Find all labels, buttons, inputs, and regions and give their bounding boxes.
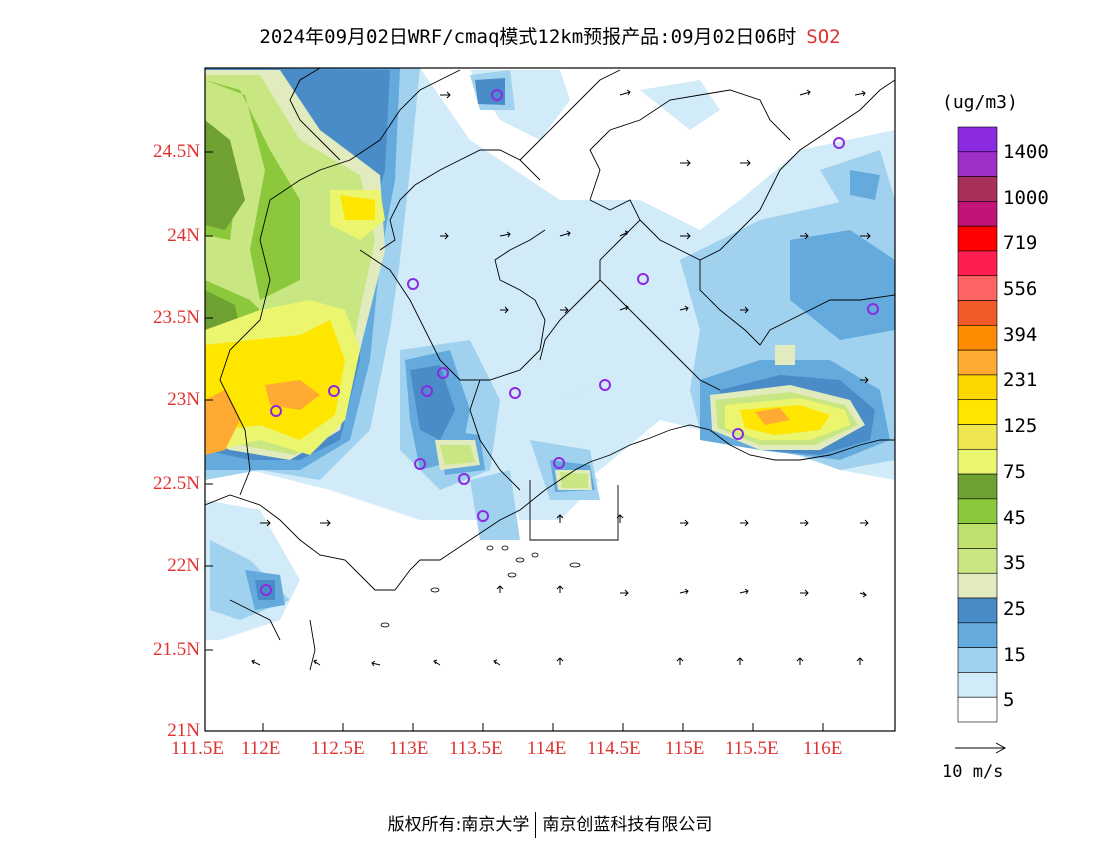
lat-label: 22N bbox=[167, 555, 200, 576]
colorbar-swatch bbox=[957, 572, 998, 599]
colorbar-swatch bbox=[957, 201, 998, 227]
boundary-lines bbox=[205, 68, 895, 671]
lat-label: 24.5N bbox=[153, 141, 200, 162]
colorbar-swatch bbox=[957, 597, 998, 624]
lon-label: 112E bbox=[241, 738, 281, 759]
lon-label: 112.5E bbox=[311, 738, 365, 759]
colorbar-label: 5 bbox=[1003, 689, 1015, 711]
lat-label: 23.5N bbox=[153, 307, 200, 328]
lon-label: 114E bbox=[527, 738, 567, 759]
colorbar-swatch bbox=[957, 448, 998, 475]
colorbar-label: 125 bbox=[1003, 415, 1038, 437]
lat-label: 23N bbox=[167, 389, 200, 410]
colorbar-label: 719 bbox=[1003, 232, 1038, 254]
vector-legend-label: 10 m/s bbox=[942, 762, 1004, 782]
colorbar-swatch bbox=[957, 325, 998, 351]
lat-label: 24N bbox=[167, 225, 200, 246]
colorbar-label: 1000 bbox=[1003, 187, 1049, 209]
lat-label: 22.5N bbox=[153, 473, 200, 494]
colorbar-swatch bbox=[957, 424, 998, 450]
lat-label: 21N bbox=[167, 720, 200, 741]
colorbar-label: 231 bbox=[1003, 369, 1038, 391]
coastal-islands bbox=[380, 545, 581, 628]
colorbar-label: 1400 bbox=[1003, 141, 1049, 163]
colorbar-swatch bbox=[957, 225, 998, 252]
title-text: 2024年09月02日WRF/cmaq模式12km预报产品:09月02日06时 bbox=[259, 26, 797, 48]
lon-label: 113E bbox=[389, 738, 429, 759]
copyright-right: 南京创蓝科技有限公司 bbox=[542, 815, 713, 835]
colorbar-swatch bbox=[957, 176, 998, 202]
colorbar-swatch bbox=[957, 126, 998, 153]
colorbar-swatch bbox=[957, 548, 998, 574]
colorbar-label: 35 bbox=[1003, 552, 1026, 574]
colorbar-swatch bbox=[957, 622, 998, 648]
lon-label: 113.5E bbox=[449, 738, 503, 759]
colorbar-unit: (ug/m3) bbox=[942, 92, 1018, 113]
station-markers bbox=[260, 89, 879, 596]
vector-legend-arrow bbox=[955, 742, 1007, 754]
copyright-footer: 版权所有:南京大学 南京创蓝科技有限公司 bbox=[0, 810, 1100, 838]
colorbar-label: 45 bbox=[1003, 507, 1026, 529]
colorbar-swatch bbox=[957, 151, 998, 177]
colorbar-swatch bbox=[957, 300, 998, 326]
colorbar-swatch bbox=[957, 696, 998, 723]
lon-label: 115.5E bbox=[725, 738, 779, 759]
colorbar-label: 15 bbox=[1003, 644, 1026, 666]
colorbar-swatch bbox=[957, 523, 998, 549]
colorbar-label: 394 bbox=[1003, 324, 1038, 346]
colorbar-swatch bbox=[957, 349, 998, 376]
colorbar-swatch bbox=[957, 498, 998, 524]
colorbar-swatch bbox=[957, 399, 998, 425]
colorbar-label: 75 bbox=[1003, 461, 1026, 483]
species-label: SO2 bbox=[806, 26, 841, 48]
wind-vector-field bbox=[251, 89, 871, 667]
copyright-left: 版权所有:南京大学 bbox=[387, 815, 530, 835]
colorbar-swatch bbox=[957, 374, 998, 401]
colorbar bbox=[957, 126, 998, 723]
lon-label: 115E bbox=[665, 738, 705, 759]
footer-divider bbox=[535, 812, 537, 838]
lon-label: 116E bbox=[803, 738, 843, 759]
colorbar-label: 25 bbox=[1003, 598, 1026, 620]
colorbar-swatch bbox=[957, 473, 998, 500]
colorbar-swatch bbox=[957, 647, 998, 673]
lon-label: 114.5E bbox=[587, 738, 641, 759]
colorbar-swatch bbox=[957, 250, 998, 277]
axis-ticks bbox=[205, 151, 824, 731]
colorbar-swatch bbox=[957, 275, 998, 301]
lat-label: 21.5N bbox=[153, 639, 200, 660]
colorbar-swatch bbox=[957, 672, 998, 698]
so2-concentration-field bbox=[205, 68, 895, 640]
colorbar-label: 556 bbox=[1003, 278, 1038, 300]
map-title: 2024年09月02日WRF/cmaq模式12km预报产品:09月02日06时 S… bbox=[0, 22, 1100, 49]
lon-label: 111.5E bbox=[171, 738, 224, 759]
